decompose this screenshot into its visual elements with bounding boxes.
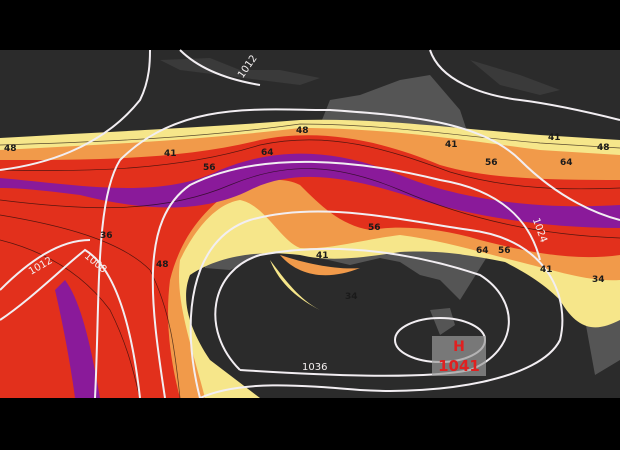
high-pressure-value: 1041 — [438, 357, 480, 375]
wind-label: 56 — [498, 246, 511, 256]
wind-label: 41 — [445, 140, 458, 150]
wind-label: 41 — [540, 265, 553, 275]
isobars — [0, 49, 620, 399]
wind-speed-labels: 48 41 56 64 48 41 56 64 48 36 56 48 34 6… — [4, 126, 610, 302]
wind-band-core — [0, 153, 620, 228]
wind-label: 64 — [476, 246, 489, 256]
isobar-label: 1036 — [302, 362, 327, 373]
high-symbol: H — [453, 339, 465, 355]
wind-label: 48 — [296, 126, 309, 136]
wind-band-core-south — [55, 280, 100, 398]
wind-label: 64 — [560, 158, 573, 168]
wind-label: 56 — [368, 223, 381, 233]
wind-label: 64 — [261, 148, 274, 158]
wind-band-mid-tongue — [280, 255, 360, 276]
wind-label: 34 — [592, 275, 605, 285]
wind-label: 48 — [4, 144, 17, 154]
wind-label: 48 — [156, 260, 169, 270]
wind-label: 56 — [203, 163, 216, 173]
wind-label: 41 — [316, 251, 329, 261]
letterbox-bottom — [0, 398, 620, 450]
wind-label: 41 — [164, 149, 177, 159]
wind-label: 41 — [548, 133, 561, 143]
high-pressure-center: H 1041 — [432, 336, 486, 376]
wind-label: 36 — [100, 231, 113, 241]
wind-label: 56 — [485, 158, 498, 168]
wind-label: 34 — [345, 292, 358, 302]
wind-label: 48 — [597, 143, 610, 153]
